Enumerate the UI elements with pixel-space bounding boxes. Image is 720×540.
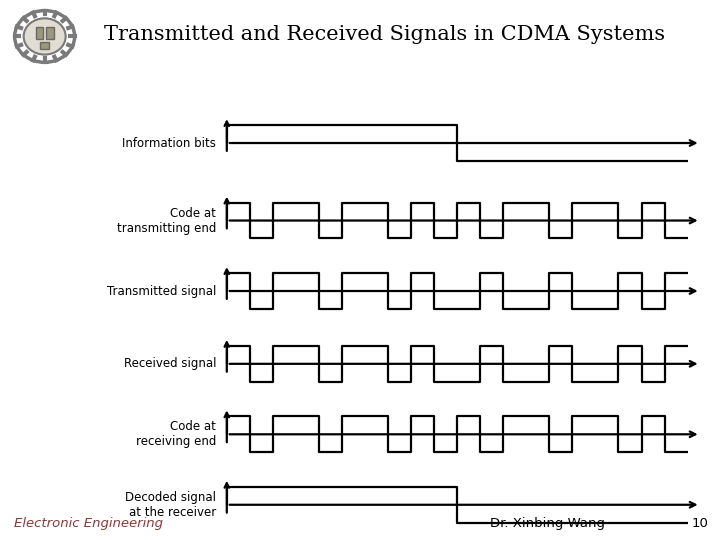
Text: Electronic Engineering: Electronic Engineering bbox=[14, 517, 163, 530]
Bar bbox=[46, 28, 53, 39]
Circle shape bbox=[24, 18, 66, 55]
Text: Received signal: Received signal bbox=[124, 357, 216, 370]
Text: Dr. Xinbing Wang: Dr. Xinbing Wang bbox=[490, 517, 605, 530]
Bar bbox=[36, 28, 43, 39]
Bar bbox=[40, 42, 49, 49]
Text: Decoded signal
at the receiver: Decoded signal at the receiver bbox=[125, 491, 216, 519]
Text: Transmitted signal: Transmitted signal bbox=[107, 285, 216, 298]
Text: Transmitted and Received Signals in CDMA Systems: Transmitted and Received Signals in CDMA… bbox=[104, 25, 665, 44]
Text: Information bits: Information bits bbox=[122, 137, 216, 150]
Text: 10: 10 bbox=[691, 517, 708, 530]
Text: Code at
receiving end: Code at receiving end bbox=[135, 420, 216, 448]
Text: Code at
transmitting end: Code at transmitting end bbox=[117, 206, 216, 234]
